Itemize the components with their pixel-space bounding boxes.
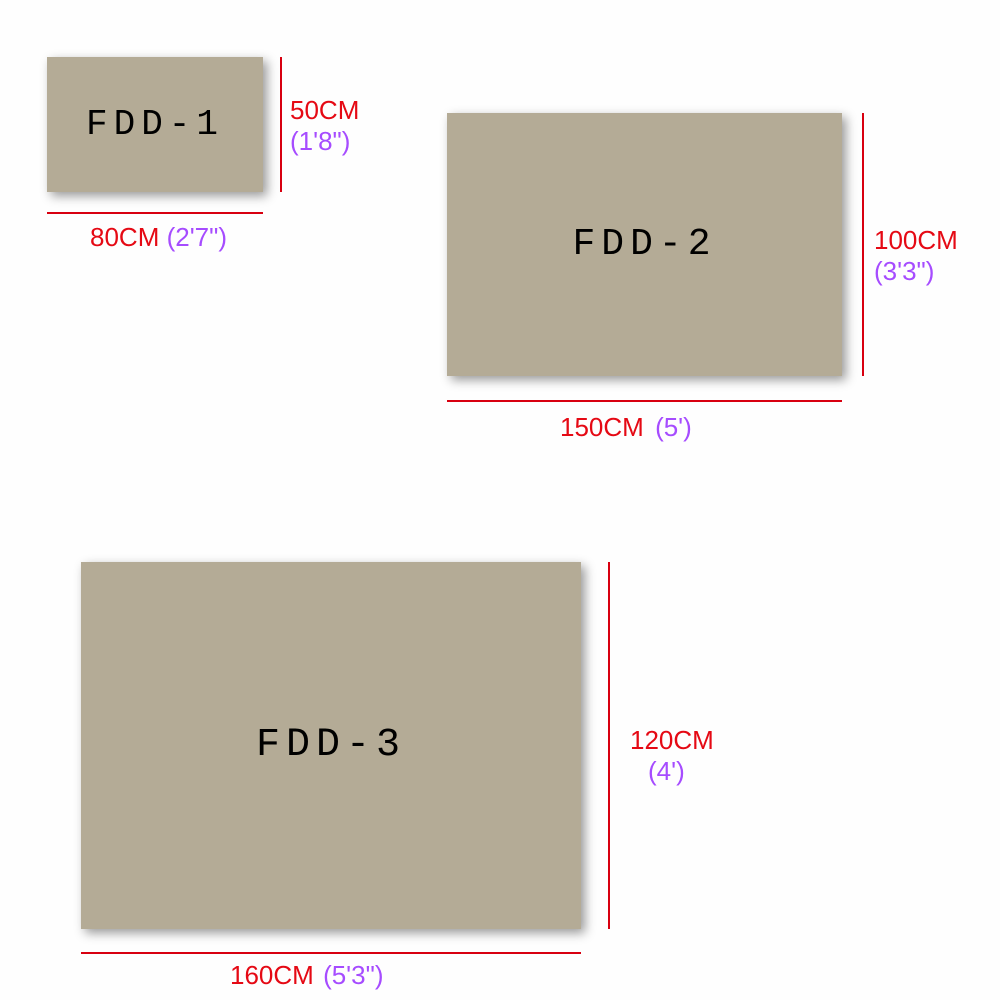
panel-fdd1-label: FDD-1 [86, 104, 224, 145]
dim-fdd2-height-imp: (3'3") [874, 256, 934, 286]
panel-fdd1: FDD-1 [47, 57, 263, 192]
dim-fdd1-height-imp: (1'8") [290, 126, 350, 156]
dim-fdd3-width: 160CM (5'3") [230, 960, 384, 991]
panel-fdd2-label: FDD-2 [572, 223, 716, 266]
dim-fdd2-height-cm: 100CM [874, 225, 958, 255]
dim-line-fdd2-height [862, 113, 864, 376]
dim-fdd2-width-cm: 150CM [560, 412, 644, 442]
dim-line-fdd3-width [81, 952, 581, 954]
dim-fdd1-width: 80CM (2'7") [90, 222, 227, 253]
dim-fdd2-width-imp: (5') [655, 412, 692, 442]
dim-fdd1-width-imp: (2'7") [167, 222, 227, 252]
panel-fdd3: FDD-3 [81, 562, 581, 929]
panel-fdd3-label: FDD-3 [256, 723, 406, 768]
dim-fdd2-height: 100CM (3'3") [874, 225, 958, 287]
dim-fdd3-height: 120CM (4') [630, 725, 714, 787]
dim-line-fdd3-height [608, 562, 610, 929]
panel-fdd2: FDD-2 [447, 113, 842, 376]
dim-fdd3-height-imp: (4') [648, 756, 685, 786]
dim-fdd3-width-cm: 160CM [230, 960, 314, 990]
dim-fdd1-width-cm: 80CM [90, 222, 159, 252]
dim-fdd3-width-imp: (5'3") [323, 960, 383, 990]
dim-fdd1-height-cm: 50CM [290, 95, 359, 125]
dim-fdd1-height: 50CM (1'8") [290, 95, 359, 157]
dim-fdd3-height-cm: 120CM [630, 725, 714, 755]
dim-line-fdd2-width [447, 400, 842, 402]
dim-line-fdd1-width [47, 212, 263, 214]
dim-line-fdd1-height [280, 57, 282, 192]
dim-fdd2-width: 150CM (5') [560, 412, 692, 443]
